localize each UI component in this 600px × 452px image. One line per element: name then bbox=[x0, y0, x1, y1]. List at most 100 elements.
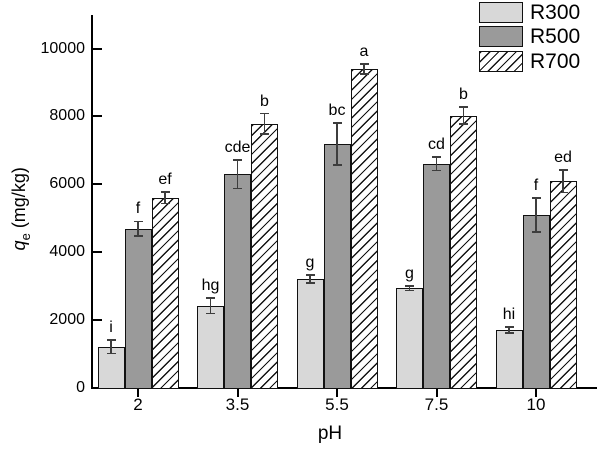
y-axis-line bbox=[91, 15, 93, 389]
sig-letter-R500-pH7.5: cd bbox=[428, 135, 445, 153]
error-cap-bottom bbox=[160, 202, 170, 205]
y-tick-label-6000: 6000 bbox=[49, 175, 85, 193]
error-cap-top bbox=[359, 62, 369, 65]
y-tick-label-10000: 10000 bbox=[40, 39, 86, 57]
error-bar-R700-pH3.5 bbox=[263, 113, 266, 135]
legend-label-R700: R700 bbox=[530, 49, 581, 73]
sig-letter-R500-pH2: f bbox=[135, 200, 141, 218]
error-bar-R700-pH2 bbox=[164, 192, 166, 204]
x-tick-label-3.5: 3.5 bbox=[225, 395, 250, 414]
sig-letter-R700-pH2: ef bbox=[158, 171, 172, 189]
bar-R300-pH10 bbox=[495, 329, 523, 389]
error-bar-R500-pH5.5 bbox=[336, 122, 338, 165]
error-bar-R300-pH5.5 bbox=[309, 275, 311, 283]
error-bar-R300-pH3.5 bbox=[209, 298, 212, 314]
error-cap-bottom bbox=[305, 281, 315, 284]
legend-swatch-R500 bbox=[479, 26, 523, 48]
y-tick-label-4000: 4000 bbox=[49, 243, 85, 261]
error-cap-bottom bbox=[459, 123, 468, 125]
y-tick-6000 bbox=[93, 183, 102, 186]
error-cap-top bbox=[405, 285, 414, 287]
error-cap-top bbox=[206, 297, 215, 299]
error-cap-bottom bbox=[332, 164, 342, 166]
error-bar-R500-pH3.5 bbox=[236, 159, 239, 189]
legend-swatch-R300 bbox=[479, 1, 523, 23]
error-bar-R300-pH2 bbox=[110, 339, 112, 354]
legend-label-R500: R500 bbox=[530, 25, 581, 49]
error-cap-bottom bbox=[405, 289, 414, 292]
x-tick-7.5 bbox=[435, 389, 438, 397]
bar-R500-pH10 bbox=[522, 214, 550, 389]
error-cap-top bbox=[233, 159, 242, 161]
bar-R700-pH5.5 bbox=[350, 68, 378, 389]
legend-swatch-R700 bbox=[479, 50, 523, 72]
y-tick-10000 bbox=[93, 47, 102, 50]
error-cap-top bbox=[432, 156, 441, 158]
bar-R500-pH5.5 bbox=[323, 143, 351, 389]
error-cap-bottom bbox=[531, 231, 541, 233]
legend-item-R500: R500 bbox=[479, 26, 580, 48]
bar-R500-pH7.5 bbox=[423, 163, 450, 389]
bar-R300-pH3.5 bbox=[197, 305, 224, 389]
bar-R300-pH5.5 bbox=[296, 279, 324, 389]
error-cap-bottom bbox=[260, 133, 269, 135]
x-tick-label-10: 10 bbox=[526, 395, 546, 414]
error-bar-R700-pH10 bbox=[562, 170, 564, 193]
error-cap-top bbox=[332, 122, 342, 124]
x-tick-2 bbox=[137, 389, 139, 397]
y-tick-label-2000: 2000 bbox=[49, 311, 85, 329]
error-bar-R300-pH10 bbox=[508, 326, 510, 333]
sig-letter-R700-pH5.5: a bbox=[359, 42, 369, 60]
error-cap-bottom bbox=[106, 352, 116, 355]
error-bar-R500-pH2 bbox=[137, 221, 139, 237]
error-bar-R700-pH7.5 bbox=[462, 107, 465, 125]
y-axis-title-subscript: e bbox=[17, 233, 33, 241]
bar-R300-pH7.5 bbox=[396, 288, 423, 389]
error-bar-R700-pH5.5 bbox=[363, 63, 365, 74]
sig-letter-R300-pH10: hi bbox=[502, 305, 516, 323]
y-tick-4000 bbox=[93, 251, 102, 254]
sig-letter-R300-pH2: i bbox=[109, 318, 113, 336]
sig-letter-R500-pH3.5: cde bbox=[224, 138, 251, 156]
error-cap-top bbox=[160, 191, 170, 193]
x-axis-title: pH bbox=[317, 423, 343, 444]
y-axis-title-variable: q bbox=[9, 240, 30, 251]
error-bar-R500-pH10 bbox=[535, 197, 537, 232]
error-cap-top bbox=[504, 326, 514, 328]
error-cap-top bbox=[106, 338, 116, 341]
y-tick-8000 bbox=[93, 115, 102, 118]
error-cap-bottom bbox=[233, 187, 242, 190]
error-cap-bottom bbox=[206, 312, 215, 315]
error-cap-bottom bbox=[504, 332, 514, 334]
bar-R700-pH2 bbox=[151, 197, 179, 389]
x-tick-3.5 bbox=[236, 389, 239, 397]
y-axis-title-unit: (mg/kg) bbox=[9, 167, 30, 234]
error-cap-top bbox=[558, 169, 568, 171]
y-tick-2000 bbox=[93, 319, 102, 322]
error-bar-R300-pH7.5 bbox=[408, 285, 411, 291]
legend-item-R300: R300 bbox=[479, 1, 580, 23]
sig-letter-R500-pH10: f bbox=[533, 176, 539, 194]
error-cap-top bbox=[133, 220, 143, 223]
error-cap-top bbox=[459, 106, 468, 109]
x-tick-label-2: 2 bbox=[133, 395, 143, 414]
legend-item-R700: R700 bbox=[479, 50, 580, 72]
error-cap-top bbox=[531, 197, 541, 199]
error-cap-bottom bbox=[558, 191, 568, 194]
legend-label-R300: R300 bbox=[530, 0, 581, 24]
y-axis-title: qe (mg/kg) bbox=[9, 129, 33, 289]
bar-R700-pH10 bbox=[549, 181, 577, 389]
x-tick-5.5 bbox=[336, 389, 338, 397]
bar-R500-pH3.5 bbox=[224, 174, 251, 389]
bar-R500-pH2 bbox=[124, 228, 152, 389]
bar-R700-pH3.5 bbox=[251, 123, 278, 389]
error-cap-top bbox=[305, 274, 315, 277]
sig-letter-R700-pH3.5: b bbox=[260, 92, 269, 110]
x-tick-10 bbox=[535, 389, 537, 397]
bar-R700-pH7.5 bbox=[450, 115, 477, 389]
sig-letter-R300-pH5.5: g bbox=[305, 254, 315, 272]
error-cap-bottom bbox=[133, 235, 143, 238]
sig-letter-R300-pH3.5: hg bbox=[201, 277, 220, 295]
sig-letter-R300-pH7.5: g bbox=[405, 264, 414, 282]
